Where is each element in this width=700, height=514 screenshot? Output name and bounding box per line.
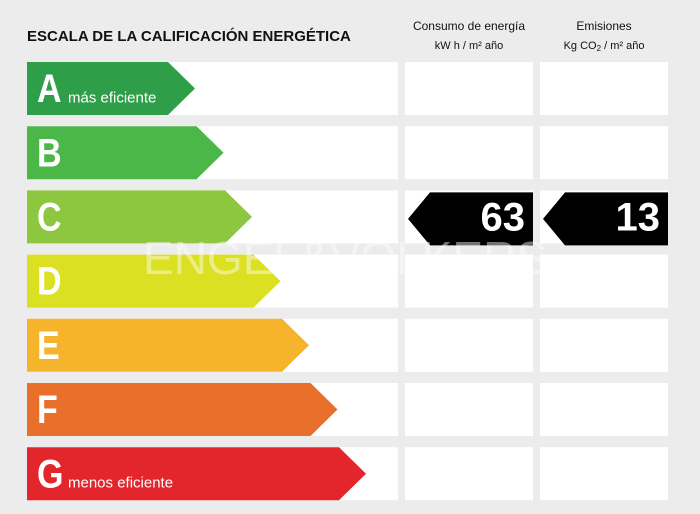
emissions-header: Emisiones: [576, 19, 631, 33]
class-letter: E: [37, 322, 60, 367]
consumption-cell: [405, 254, 533, 308]
watermark: ENGEL&VÖLKERS: [143, 232, 547, 284]
emissions-cell: [540, 447, 668, 501]
consumption-cell: [405, 126, 533, 180]
emissions-cell: [540, 383, 668, 436]
class-letter: F: [37, 386, 58, 431]
class-letter: B: [37, 130, 62, 175]
emissions-cell: [540, 126, 668, 180]
consumption-unit: kW h / m² año: [435, 40, 503, 52]
class-letter: A: [37, 65, 62, 110]
emissions-cell: [540, 318, 668, 372]
emissions-value: 13: [616, 195, 661, 239]
class-letter: G: [37, 451, 63, 496]
class-arrow: [27, 126, 224, 180]
class-arrow: [27, 318, 309, 372]
unit-part: / m² año: [601, 40, 644, 52]
class-arrow: [27, 190, 252, 244]
consumption-value: 63: [481, 195, 526, 239]
class-arrow: [27, 383, 338, 436]
class-arrow: [27, 447, 366, 501]
class-note: menos eficiente: [68, 475, 173, 492]
class-letter: D: [37, 258, 62, 303]
consumption-marker: [408, 192, 533, 246]
emissions-unit: Kg CO2 / m² año: [564, 40, 645, 53]
class-arrow: [27, 62, 195, 115]
consumption-cell: [405, 383, 533, 436]
consumption-cell: [405, 447, 533, 501]
consumption-cell: [405, 318, 533, 372]
emissions-cell: [540, 254, 668, 308]
title: ESCALA DE LA CALIFICACIÓN ENERGÉTICA: [27, 27, 351, 45]
consumption-cell: [405, 62, 533, 115]
unit-sub: 2: [597, 44, 602, 53]
unit-part: Kg CO: [564, 40, 597, 52]
class-letter: C: [37, 194, 62, 239]
emissions-marker: [543, 192, 668, 246]
consumption-header: Consumo de energía: [413, 19, 525, 33]
class-arrow: [27, 254, 281, 308]
class-note: más eficiente: [68, 89, 156, 106]
emissions-cell: [540, 62, 668, 115]
